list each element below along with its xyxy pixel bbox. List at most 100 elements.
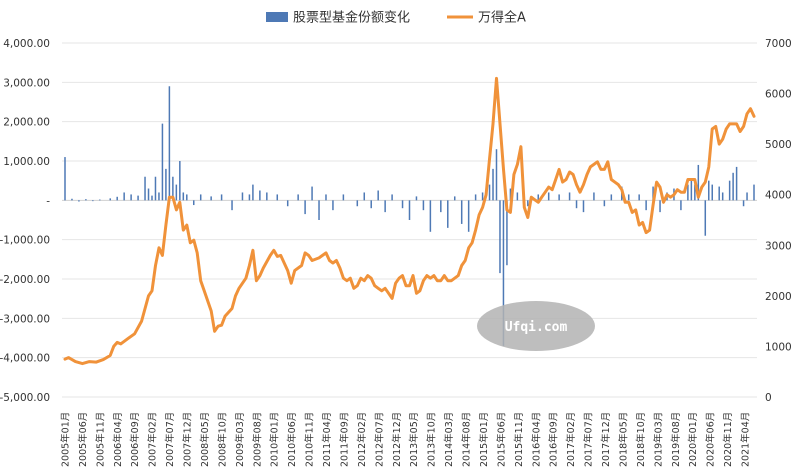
bar <box>144 176 146 201</box>
bar <box>252 184 254 201</box>
bar <box>304 200 306 215</box>
x-tick-label: 2015年11月 <box>513 412 525 467</box>
bar <box>137 195 139 201</box>
bar <box>453 196 456 201</box>
bar <box>172 176 174 201</box>
bar <box>627 194 630 201</box>
x-tick-label: 2005年11月 <box>94 412 106 467</box>
bar <box>652 186 654 201</box>
bar <box>154 176 157 201</box>
bar <box>447 200 449 228</box>
bar <box>481 192 484 201</box>
x-tick-label: 2020年06月 <box>705 412 717 467</box>
right-tick-label: 3000 <box>765 240 792 252</box>
bar <box>746 192 748 201</box>
bar <box>78 200 80 202</box>
bar <box>311 186 313 201</box>
bar <box>147 188 150 201</box>
left-tick-label: 1,000.00 <box>3 156 50 168</box>
left-tick-label: 2,000.00 <box>3 117 50 129</box>
legend: 股票型基金份额变化 万得全A <box>266 10 526 26</box>
x-tick-label: 2017年07月 <box>583 412 595 467</box>
bar <box>408 200 411 220</box>
right-tick-label: 5000 <box>765 139 792 151</box>
x-tick-label: 2005年01月 <box>60 412 72 467</box>
bar <box>130 194 132 201</box>
bar <box>502 200 505 346</box>
bar <box>276 194 279 201</box>
bar <box>509 188 512 201</box>
bar <box>325 194 327 201</box>
bar <box>182 192 185 201</box>
bar <box>186 194 188 201</box>
right-axis-tick-labels: 0 1000 2000 3000 4000 5000 6000 7000 <box>765 38 792 404</box>
bar <box>527 200 529 207</box>
left-tick-label: 3,000.00 <box>3 77 50 89</box>
bar <box>165 168 167 201</box>
x-tick-label: 2014年08月 <box>461 412 473 467</box>
bar <box>158 192 160 201</box>
bar <box>266 192 268 201</box>
bar <box>318 200 320 220</box>
right-tick-label: 6000 <box>765 89 792 101</box>
x-tick-label: 2009年03月 <box>234 412 246 467</box>
watermark-text: Ufqi.com <box>505 320 568 335</box>
x-tick-label: 2012年02月 <box>356 412 368 467</box>
bar <box>495 149 498 201</box>
x-tick-label: 2011年09月 <box>339 412 351 467</box>
x-tick-label: 2012年12月 <box>391 412 403 467</box>
bar <box>645 200 647 211</box>
x-tick-label: 2016年09月 <box>548 412 560 467</box>
bar <box>384 200 386 213</box>
x-tick-label: 2012年07月 <box>373 412 385 467</box>
left-tick-label: -2,000.00 <box>0 274 50 286</box>
bar <box>297 194 299 201</box>
x-tick-label: 2019年03月 <box>652 412 664 467</box>
bar <box>99 199 101 201</box>
bar <box>708 180 710 201</box>
bar <box>151 195 153 201</box>
bar <box>241 192 244 201</box>
legend-label-bar: 股票型基金份额变化 <box>293 10 410 26</box>
bar <box>286 200 289 207</box>
x-tick-label: 2007年07月 <box>164 412 176 467</box>
x-tick-label: 2013年05月 <box>408 412 420 467</box>
x-tick-label: 2010年11月 <box>304 412 316 467</box>
bar <box>460 200 463 224</box>
bar <box>199 194 202 201</box>
right-tick-label: 7000 <box>765 38 792 50</box>
wind-all-a-line <box>63 76 756 366</box>
bar <box>488 184 491 201</box>
bar <box>697 164 700 201</box>
x-tick-label: 2006年04月 <box>112 412 124 467</box>
right-tick-label: 0 <box>765 392 772 404</box>
x-tick-label: 2018年10月 <box>635 412 647 467</box>
bar <box>356 200 359 207</box>
bar <box>123 192 125 201</box>
left-tick-label: -1,000.00 <box>0 235 50 247</box>
x-tick-label: 2017年02月 <box>565 412 577 467</box>
bar <box>735 166 738 201</box>
watermark: Ufqi.com <box>477 301 595 351</box>
x-tick-label: 2016年04月 <box>530 412 542 467</box>
bar <box>168 86 171 201</box>
bar <box>753 184 755 201</box>
x-tick-label: 2010年01月 <box>269 412 281 467</box>
bar <box>742 200 745 207</box>
x-tick-label: 2008年05月 <box>199 412 211 467</box>
bar <box>728 180 731 201</box>
bar <box>499 200 501 274</box>
legend-swatch-bar <box>266 12 288 22</box>
x-tick-label: 2013年10月 <box>426 412 438 467</box>
bar <box>690 180 693 201</box>
bar <box>610 194 613 201</box>
bar <box>109 198 111 201</box>
x-tick-label: 2015年06月 <box>495 412 507 467</box>
bar <box>687 184 689 201</box>
bar <box>332 200 334 211</box>
bar <box>547 192 550 201</box>
bar <box>429 200 432 232</box>
bar <box>704 200 707 236</box>
bar <box>638 194 640 201</box>
